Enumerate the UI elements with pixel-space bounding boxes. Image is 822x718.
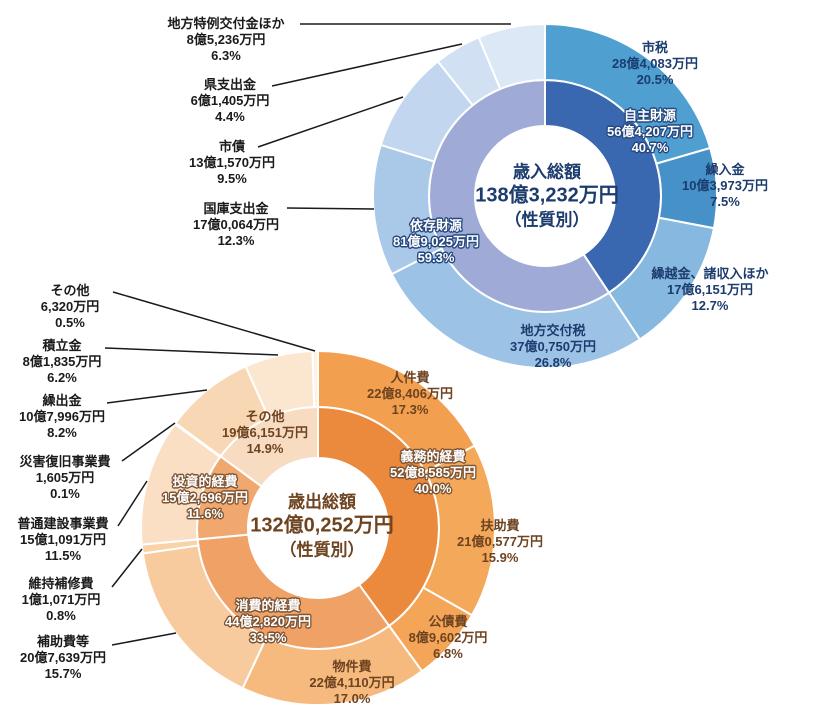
leader-line (111, 632, 177, 646)
revenue-outer-segment-7 (477, 22, 546, 91)
revenue-outer-segment-3 (390, 247, 642, 369)
leader-line (286, 207, 375, 210)
revenue-outer-segment-1 (655, 146, 718, 230)
expenditure-outer-segment-10 (311, 349, 319, 409)
leader-line (257, 96, 404, 148)
leader-line (271, 43, 463, 87)
leader-line (112, 291, 316, 352)
leader-line (104, 347, 279, 356)
leader-line (121, 422, 176, 462)
leader-line (111, 548, 143, 588)
leader-line (106, 389, 208, 404)
leader-line (117, 480, 148, 527)
